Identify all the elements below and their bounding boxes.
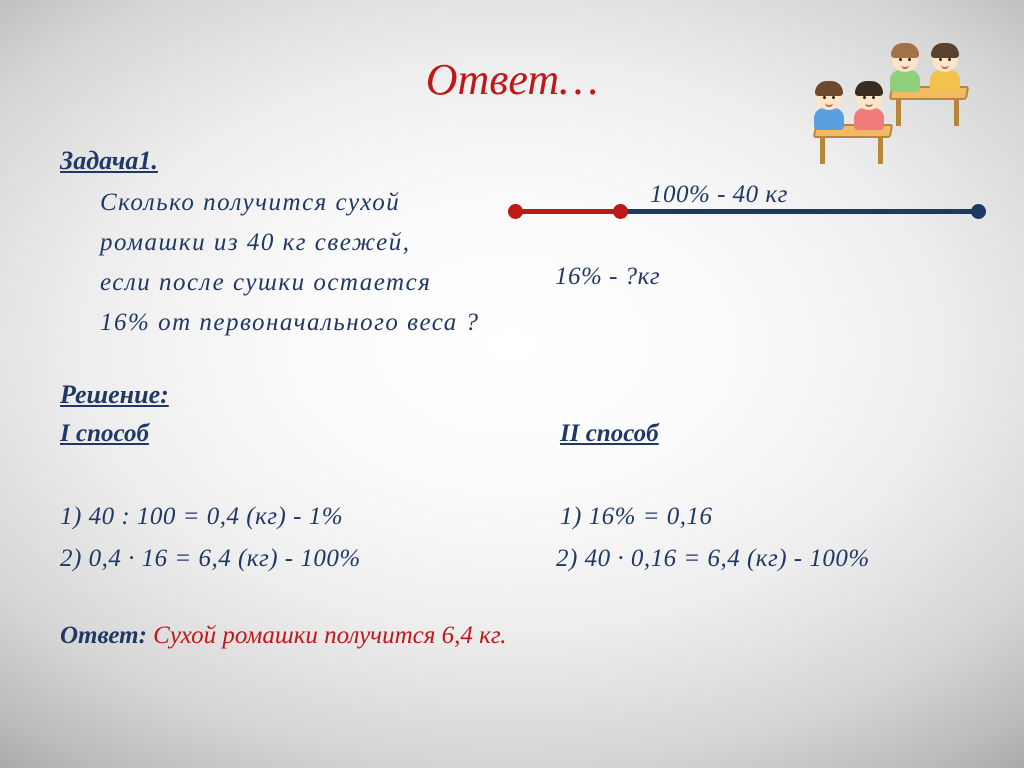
method1-label: I способ — [60, 420, 149, 448]
method2-step: 1) 16% = 0,16 — [560, 498, 713, 537]
method1-step: 1) 40 : 100 = 0,4 (кг) - 1% — [60, 498, 343, 537]
method1-step: 2) 0,4 · 16 = 6,4 (кг) - 100% — [60, 540, 361, 579]
solution-heading: Решение: — [60, 380, 169, 410]
task-heading: Задача1. — [60, 146, 158, 176]
problem-line: если после сушки остается — [100, 264, 431, 303]
method2-label: II способ — [560, 420, 659, 448]
diagram-dot-split — [613, 204, 628, 219]
answer-text: Сухой ромашки получится 6,4 кг. — [147, 622, 507, 649]
method2-step: 2) 40 · 0,16 = 6,4 (кг) - 100% — [556, 540, 870, 579]
diagram-dot-end — [971, 204, 986, 219]
students-clipart — [796, 36, 986, 166]
diagram-part-label: 16% - ?кг — [555, 258, 660, 297]
problem-line: ромашки из 40 кг свежей, — [100, 224, 410, 263]
diagram-dot-start — [508, 204, 523, 219]
answer-line: Ответ: Сухой ромашки получится 6,4 кг. — [60, 622, 507, 650]
answer-label: Ответ: — [60, 622, 147, 649]
slide: Ответ… За — [0, 0, 1024, 768]
problem-line: 16% от первоначального веса ? — [100, 304, 480, 343]
problem-line: Сколько получится сухой — [100, 184, 400, 223]
diagram-bar-part — [515, 209, 620, 214]
